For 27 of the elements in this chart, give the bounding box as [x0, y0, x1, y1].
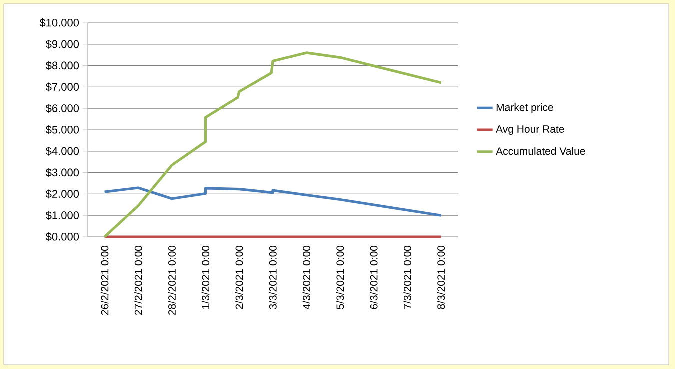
x-tick-label: 8/3/2021 0:00: [437, 246, 446, 310]
line-series: [104, 186, 442, 217]
x-tick-label: 2/3/2021 0:00: [236, 246, 244, 310]
y-tick-label: $10.000: [40, 18, 80, 28]
y-tick-label: $8.000: [46, 61, 80, 70]
y-tick-label: $0.000: [46, 232, 80, 242]
y-tick-label: $3.000: [46, 168, 80, 178]
x-tick-label: 26/2/2021 0:00: [100, 246, 109, 316]
y-tick-label: $4.000: [46, 146, 80, 156]
x-tick-label: 6/3/2021 0:00: [370, 246, 378, 310]
y-tick-label: $6.000: [46, 104, 80, 114]
y-tick-label: $7.000: [46, 82, 80, 92]
x-tick-label: 3/3/2021 0:00: [269, 246, 277, 310]
x-tick-label: 4/3/2021 0:00: [302, 246, 310, 310]
x-tick-label: 1/3/2021 0:00: [202, 246, 210, 309]
legend-label: Avg Hour Rate: [496, 126, 564, 136]
x-tick-label: 27/2/2021 0:00: [134, 246, 142, 316]
legend-label: Market price: [496, 104, 554, 114]
x-tick-label: 7/3/2021 0:00: [404, 246, 412, 310]
y-tick-label: $5.000: [46, 126, 80, 134]
x-tick-label: 5/3/2021 0:00: [336, 246, 344, 310]
y-tick-label: $9.000: [46, 40, 80, 49]
x-tick-label: 28/2/2021 0:00: [168, 246, 176, 316]
y-tick-label: $1.000: [46, 211, 80, 220]
line-series: [104, 52, 442, 238]
legend-label: Accumulated Value: [496, 147, 586, 156]
y-tick-label: $2.000: [46, 190, 80, 199]
